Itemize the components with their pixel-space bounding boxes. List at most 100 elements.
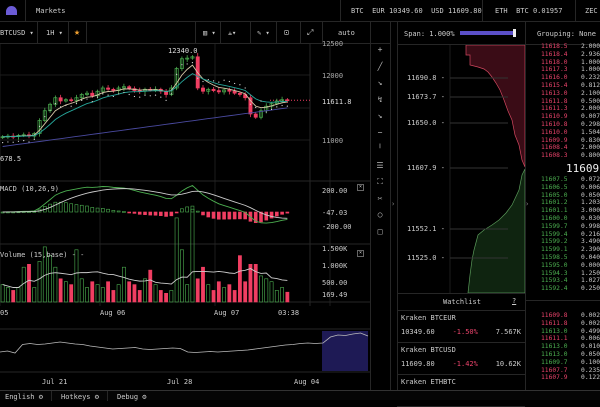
orderbook-row[interactable]: 11599.1 2.390 bbox=[530, 246, 600, 254]
volume-bar bbox=[127, 281, 132, 303]
hotkeys-button[interactable]: Hotkeys ⚙ bbox=[61, 393, 99, 401]
grouping-select[interactable]: Grouping: None bbox=[537, 30, 597, 38]
orderbook-row[interactable]: 11611.8 0.500 bbox=[530, 98, 600, 106]
orderbook-row[interactable]: 11608.4 2.000 bbox=[530, 144, 600, 152]
collapse-left-icon[interactable]: › bbox=[391, 200, 396, 208]
drawing-tool-icon[interactable]: ⛶ bbox=[377, 177, 383, 186]
orderbook-row[interactable]: 11613.0 0.499 bbox=[530, 328, 600, 336]
orderbook-row[interactable]: 11613.0 2.100 bbox=[530, 90, 600, 98]
orderbook-row[interactable]: 11609.9 0.830 bbox=[530, 137, 600, 145]
drawing-tool-icon[interactable]: + bbox=[377, 45, 383, 54]
indicators-menu[interactable]: ⫨▾ bbox=[228, 29, 237, 37]
orderbook-row[interactable]: 11599.7 0.998 bbox=[530, 223, 600, 231]
ticker-btc[interactable]: BTC EUR 10349.60 USD 11609.80 bbox=[351, 7, 482, 15]
orderbook-row[interactable]: 11611.3 2.000 bbox=[530, 105, 600, 113]
macd-histogram-bar bbox=[217, 211, 221, 220]
orderbook-row[interactable]: 11618.0 1.000 bbox=[530, 59, 600, 67]
ticker-eth[interactable]: ETH BTC 0.01957 bbox=[495, 7, 563, 15]
orderbook-row[interactable]: 11610.8 0.298 bbox=[530, 121, 600, 129]
drawing-tool-icon[interactable]: ☰ bbox=[376, 160, 384, 170]
orderbook-row[interactable]: 11607.7 0.235 bbox=[530, 367, 600, 375]
fullscreen-icon[interactable]: ⤢ bbox=[307, 28, 314, 37]
macd-histogram-bar bbox=[85, 205, 89, 213]
candle-type-menu[interactable]: ▥ ▾ bbox=[203, 29, 216, 37]
drawing-tool-icon[interactable]: □ bbox=[377, 226, 383, 236]
volume-bar bbox=[0, 284, 5, 303]
drawing-tool-icon[interactable]: ↯ bbox=[377, 94, 383, 104]
order-price: 11607.5 bbox=[541, 176, 568, 183]
orderbook-row[interactable]: 11607.9 0.122 bbox=[530, 374, 600, 382]
macd-histogram-bar bbox=[116, 210, 121, 213]
orderbook-row[interactable]: 11613.0 0.050 bbox=[530, 351, 600, 359]
span-slider[interactable] bbox=[460, 29, 516, 37]
orderbook-row[interactable]: 11601.2 1.203 bbox=[530, 199, 600, 207]
orderbook-row[interactable]: 11599.4 0.216 bbox=[530, 231, 600, 239]
drawing-tool-icon[interactable]: ╵ bbox=[377, 144, 383, 153]
candle bbox=[216, 90, 221, 93]
orderbook-row[interactable]: 11601.1 3.000 bbox=[530, 207, 600, 215]
collapse-right-icon[interactable]: › bbox=[525, 200, 530, 208]
debug-button[interactable]: Debug ⚙ bbox=[117, 393, 147, 401]
watchlist-item[interactable]: Kraken BTCEUR 10349.60 -1.50% 7.567K bbox=[397, 311, 525, 343]
pair-select[interactable]: BTCUSD ▾ bbox=[0, 29, 34, 37]
orderbook-row[interactable]: 11598.5 0.040 bbox=[530, 254, 600, 262]
candle bbox=[222, 89, 227, 93]
order-size: 0.030 bbox=[581, 214, 600, 222]
markets-menu[interactable]: Markets bbox=[36, 7, 66, 15]
drawing-tool-icon[interactable]: ○ bbox=[377, 210, 383, 219]
ticker-zec[interactable]: ZEC bbox=[585, 7, 598, 15]
macd-close-icon[interactable]: × bbox=[357, 184, 364, 191]
span-slider-handle[interactable] bbox=[513, 29, 516, 37]
orderbook-row[interactable]: 11592.4 0.250 bbox=[530, 285, 600, 293]
favorite-star-icon[interactable]: ★ bbox=[74, 27, 81, 38]
candle bbox=[206, 88, 211, 92]
drawing-tool-icon[interactable]: ↘ bbox=[377, 111, 383, 120]
orderbook-row[interactable]: 11609.7 0.100 bbox=[530, 359, 600, 367]
price-chart[interactable] bbox=[0, 44, 370, 374]
volume-bar bbox=[95, 284, 100, 303]
orderbook-row[interactable]: 11611.1 0.006 bbox=[530, 335, 600, 343]
orderbook-row[interactable]: 11599.2 3.490 bbox=[530, 238, 600, 246]
volume-bar bbox=[180, 249, 184, 303]
depth-chart[interactable] bbox=[398, 45, 525, 293]
orderbook-row[interactable]: 11608.3 0.800 bbox=[530, 152, 600, 160]
drawing-tool-icon[interactable]: − bbox=[377, 127, 383, 137]
orderbook-row[interactable]: 11615.4 0.812 bbox=[530, 82, 600, 90]
order-price: 11611.1 bbox=[541, 335, 568, 343]
language-select[interactable]: English ⚙ bbox=[5, 393, 43, 401]
volume-bar bbox=[69, 284, 74, 303]
orderbook-row[interactable]: 11595.0 0.000 bbox=[530, 262, 600, 270]
orderbook-row[interactable]: 11605.0 0.050 bbox=[530, 192, 600, 200]
watchlist-item[interactable]: Kraken BTCUSD 11609.80 -1.42% 10.62K bbox=[397, 343, 525, 375]
candle bbox=[127, 86, 132, 90]
watchlist-help-icon[interactable]: ? bbox=[512, 297, 517, 305]
draw-menu[interactable]: ✎ ▾ bbox=[257, 29, 270, 37]
orderbook-row[interactable]: 11607.5 0.072 bbox=[530, 176, 600, 184]
orderbook-row[interactable]: 11606.5 0.006 bbox=[530, 184, 600, 192]
scale-auto-button[interactable]: auto bbox=[338, 29, 355, 37]
volume-bar bbox=[148, 269, 153, 303]
drawing-tool-icon[interactable]: ↘ bbox=[377, 78, 383, 87]
orderbook-row[interactable]: 11610.0 1.504 bbox=[530, 129, 600, 137]
orderbook-row[interactable]: 11594.3 1.250 bbox=[530, 270, 600, 278]
volume-bar bbox=[122, 266, 126, 303]
sar-dot bbox=[2, 142, 4, 144]
orderbook-row[interactable]: 11593.4 1.027 bbox=[530, 277, 600, 285]
orderbook-row[interactable]: 11613.0 0.010 bbox=[530, 343, 600, 351]
orderbook-row[interactable]: 11600.0 0.030 bbox=[530, 215, 600, 223]
volume-bar bbox=[106, 281, 110, 303]
drawing-tool-icon[interactable]: ╱ bbox=[377, 61, 383, 71]
orderbook-row[interactable]: 11610.9 0.007 bbox=[530, 113, 600, 121]
volume-close-icon[interactable]: × bbox=[357, 250, 364, 257]
sar-dot bbox=[38, 125, 41, 127]
interval-select[interactable]: 1H ▾ bbox=[46, 29, 63, 37]
logo-icon[interactable] bbox=[6, 6, 17, 15]
screenshot-icon[interactable]: ⊡ bbox=[284, 28, 289, 37]
orderbook-row[interactable]: 11609.8 0.002 bbox=[530, 312, 600, 320]
orderbook-row[interactable]: 11617.3 1.000 bbox=[530, 66, 600, 74]
orderbook-row[interactable]: 11611.8 0.002 bbox=[530, 320, 600, 328]
orderbook-row[interactable]: 11618.5 2.000 bbox=[530, 43, 600, 51]
drawing-tool-icon[interactable]: ✂ bbox=[377, 193, 383, 203]
orderbook-row[interactable]: 11618.4 2.936 bbox=[530, 51, 600, 59]
orderbook-row[interactable]: 11616.0 0.232 bbox=[530, 74, 600, 82]
